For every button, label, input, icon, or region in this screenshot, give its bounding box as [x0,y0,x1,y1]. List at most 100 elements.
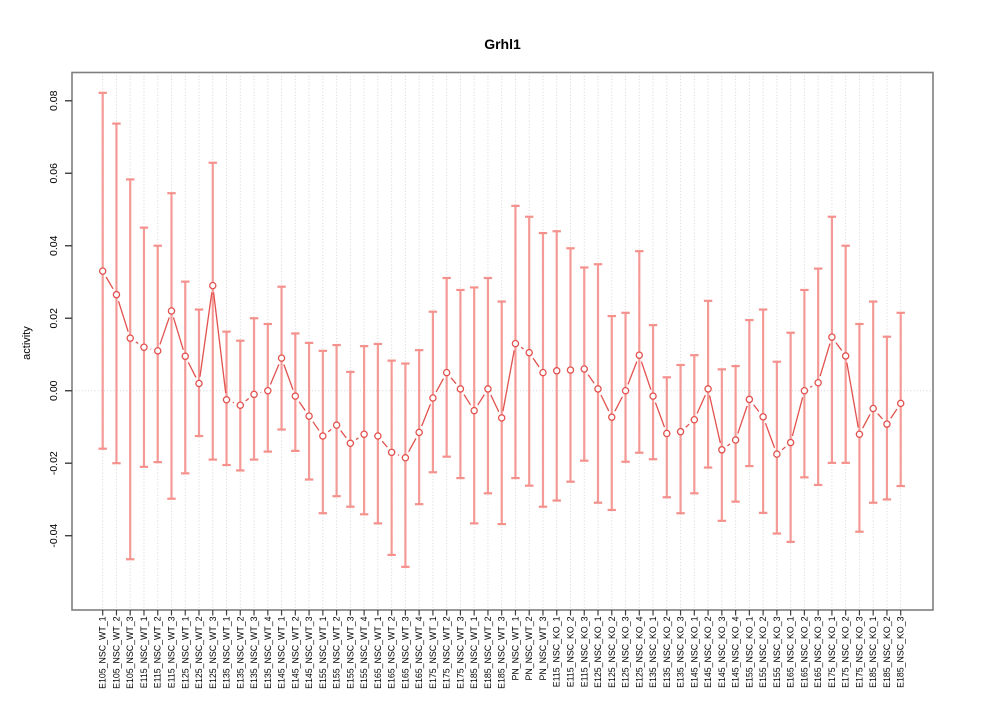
series-segment [283,364,294,390]
x-tick-label: E105_NSC_WT_1 [98,616,108,688]
x-tick-label: E145_NSC_WT_2 [290,616,300,688]
series-segment [463,394,472,406]
data-point [676,427,685,436]
data-point [319,432,327,440]
series-segment [532,357,540,368]
series-segment [781,446,786,451]
x-tick-label: E125_NSC_WT_3 [208,616,218,688]
series-segment [298,401,306,411]
series-segment [862,414,871,429]
series-segment [450,377,457,385]
series-segment [764,422,776,448]
data-point [181,352,190,361]
x-tick-label: E145_NSC_KO_1 [689,616,699,688]
data-point [580,365,589,373]
x-tick-label: PN_NSC_WT_1 [510,616,520,680]
series-segment [819,343,831,377]
series-segment [614,396,623,412]
data-point [140,343,148,351]
x-tick-label: E125_NSC_KO_2 [607,616,617,688]
series-segment [117,300,129,332]
series-segment [654,402,666,428]
series-segment [312,421,320,431]
x-tick-label: E155_NSC_WT_4 [359,616,369,688]
data-point [635,351,644,359]
x-tick-label: E115_NSC_KO_2 [565,616,575,687]
x-tick-label: E175_NSC_KO_1 [827,616,837,688]
y-tick-label: 0.00 [48,380,60,401]
data-point [608,413,616,421]
series-segment [269,364,280,385]
x-tick-label: E175_NSC_WT_1 [428,616,438,688]
x-tick-label: E115_NSC_WT_3 [166,616,176,688]
data-point [511,339,520,348]
data-point [841,352,850,360]
x-tick-label: E165_NSC_WT_1 [373,616,383,688]
x-tick-label: E155_NSC_WT_2 [332,616,342,688]
series-segment [421,404,431,427]
x-tick-label: E175_NSC_WT_2 [442,616,452,688]
y-tick-label: -0.02 [48,451,60,475]
x-tick-label: E105_NSC_WT_2 [111,616,121,688]
x-tick-label: E175_NSC_WT_3 [455,616,465,688]
x-tick-label: E115_NSC_KO_1 [552,616,562,687]
x-tick-label: E135_NSC_WT_2 [235,616,245,688]
series-segment [685,423,690,428]
series-segment [212,292,227,394]
series-segment [477,394,485,406]
series-segment [627,361,638,385]
series-segment [846,362,859,428]
plot-border [71,71,934,611]
series-segment [490,394,500,413]
series-segment [187,362,197,378]
x-tick-label: E165_NSC_WT_4 [414,616,424,688]
series-segment [890,408,898,419]
series-segment [835,342,843,351]
data-point [126,334,134,342]
data-point [731,436,740,444]
series-segment [135,341,139,345]
series-segment [753,404,760,412]
data-point [566,366,575,374]
x-tick-label: E165_NSC_KO_3 [813,616,823,688]
series-segment [727,443,731,447]
x-tick-label: E165_NSC_WT_2 [387,616,397,688]
data-point [112,290,121,299]
data-point [456,385,465,393]
data-point [374,432,382,440]
x-tick-label: E175_NSC_KO_3 [854,616,864,688]
data-point [552,367,561,375]
data-point [773,450,781,458]
x-tick-label: E115_NSC_KO_3 [579,616,589,687]
x-tick-label: E185_NSC_KO_2 [882,616,892,688]
data-point [718,446,726,454]
data-point [759,413,767,421]
x-tick-label: E145_NSC_WT_3 [304,616,314,688]
x-tick-label: E145_NSC_KO_4 [731,616,741,688]
x-tick-label: E125_NSC_KO_1 [593,616,603,688]
data-point [195,379,203,388]
x-tick-label: E115_NSC_WT_1 [139,616,149,688]
data-point [704,385,712,393]
data-point [442,368,451,377]
x-tick-label: E185_NSC_WT_3 [497,616,507,688]
data-point [814,378,822,387]
x-tick-label: E155_NSC_WT_3 [345,616,355,688]
data-point [745,395,754,404]
data-point [896,399,905,408]
x-tick-label: E105_NSC_WT_3 [125,616,135,688]
x-tick-label: E135_NSC_KO_2 [662,616,672,688]
series-segment [708,395,721,444]
data-point [883,420,891,428]
data-point [98,267,107,275]
data-point [401,454,410,462]
x-tick-label: E145_NSC_KO_2 [703,616,713,688]
x-tick-label: E155_NSC_WT_1 [318,616,328,688]
series-segment [737,405,748,434]
y-axis-label: activity [21,326,33,360]
data-point [264,386,272,395]
x-tick-label: E135_NSC_KO_3 [676,616,686,688]
x-tick-label: E185_NSC_WT_1 [469,616,479,688]
